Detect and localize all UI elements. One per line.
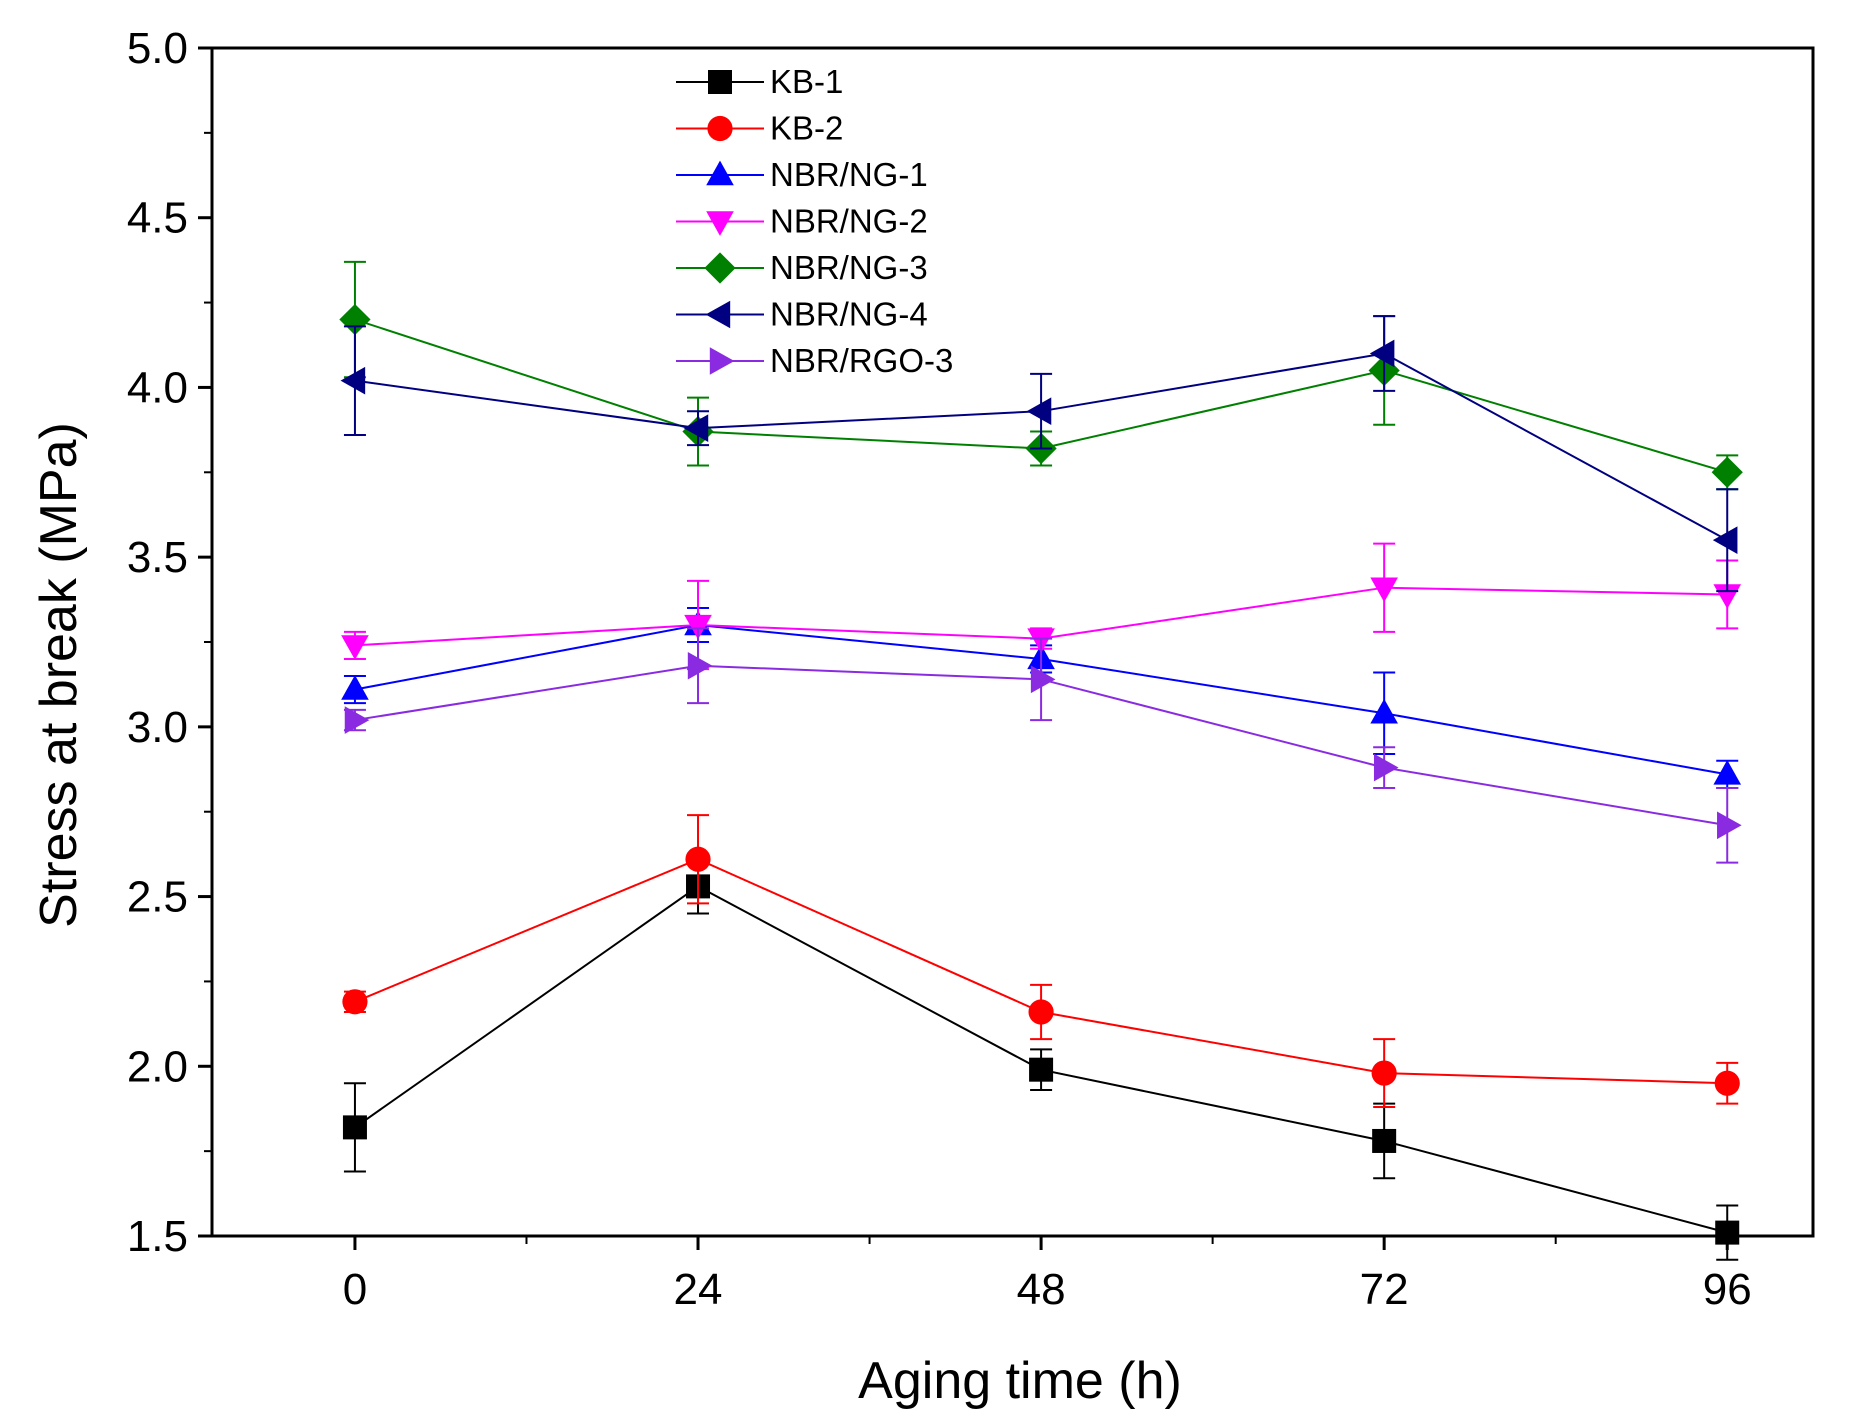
data-point (1026, 397, 1052, 425)
data-point (1028, 999, 1054, 1025)
data-point (1029, 1057, 1054, 1082)
y-tick-label: 2.5 (127, 873, 188, 922)
x-tick-label: 24 (674, 1265, 723, 1314)
legend-marker (704, 252, 736, 284)
legend-entry-kb-1: KB-1 (676, 63, 843, 100)
data-point (339, 303, 371, 336)
data-point (1373, 753, 1399, 782)
legend-marker (706, 211, 734, 236)
y-tick-label: 5.0 (127, 24, 188, 73)
series-nbr-rgo-3 (343, 627, 1742, 864)
x-axis-title: Aging time (h) (858, 1352, 1182, 1410)
data-point (342, 1115, 367, 1140)
data-point (1715, 1220, 1740, 1245)
y-tick-label: 4.5 (127, 194, 188, 243)
data-point (1371, 1060, 1397, 1086)
data-point (687, 651, 713, 680)
legend-marker (709, 347, 735, 375)
x-tick-label: 0 (343, 1265, 367, 1314)
data-point (1717, 811, 1742, 840)
data-point (1714, 1070, 1740, 1096)
legend: KB-1 KB-2 NBR/NG-1 NBR/NG-2 NBR/NG-3 NBR/NG-4… (676, 63, 953, 379)
x-tick-label: 48 (1017, 1265, 1066, 1314)
data-point (342, 989, 368, 1015)
data-point (1369, 339, 1395, 368)
legend-entry-nbr-ng-2: NBR/NG-2 (676, 203, 928, 240)
legend-marker (708, 70, 732, 94)
y-tick-label: 2.0 (127, 1042, 188, 1091)
legend-label: KB-1 (770, 63, 843, 100)
legend-marker (707, 115, 733, 142)
data-point (1030, 665, 1056, 694)
legend-label: NBR/NG-4 (770, 296, 928, 333)
x-tick-label: 72 (1360, 1265, 1409, 1314)
data-point (1711, 456, 1743, 488)
legend-entry-nbr-ng-3: NBR/NG-3 (676, 249, 928, 286)
data-point (1712, 526, 1738, 554)
data-point (340, 366, 366, 395)
data-point (1372, 1128, 1397, 1153)
legend-marker (706, 160, 734, 186)
legend-entry-kb-2: KB-2 (676, 110, 843, 147)
series-kb-2 (342, 814, 1740, 1109)
legend-entry-nbr-ng-4: NBR/NG-4 (676, 296, 928, 333)
data-point (685, 846, 711, 872)
data-point (1370, 577, 1398, 603)
x-tick-label: 96 (1703, 1265, 1752, 1314)
data-point (344, 706, 370, 734)
data-point (1370, 698, 1398, 724)
data-point (684, 614, 712, 640)
y-tick-label: 3.0 (127, 703, 188, 752)
legend-label: NBR/NG-1 (770, 156, 928, 193)
y-tick-label: 3.5 (127, 533, 188, 582)
y-axis-title: Stress at break (MPa) (30, 422, 88, 928)
legend-label: KB-2 (770, 110, 843, 147)
series-nbr-ng-4 (340, 315, 1739, 593)
legend-marker (705, 300, 731, 329)
data-point (341, 675, 369, 700)
y-tick-label: 4.0 (127, 363, 188, 412)
legend-label: NBR/NG-2 (770, 203, 928, 240)
y-tick-label: 1.5 (127, 1212, 188, 1261)
legend-entry-nbr-ng-1: NBR/NG-1 (676, 156, 928, 193)
data-point (1713, 759, 1742, 785)
data-point (683, 414, 709, 442)
legend-label: NBR/NG-3 (770, 249, 928, 286)
data-point (341, 635, 369, 660)
legend-entry-nbr-rgo-3: NBR/RGO-3 (676, 342, 953, 379)
legend-label: NBR/RGO-3 (770, 342, 953, 379)
